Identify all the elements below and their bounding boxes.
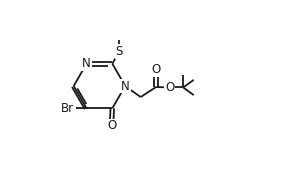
Text: Br: Br	[61, 102, 74, 115]
Text: N: N	[121, 79, 130, 93]
Text: S: S	[116, 45, 123, 58]
Text: O: O	[107, 120, 116, 132]
Text: N: N	[82, 57, 91, 70]
Text: O: O	[152, 63, 161, 77]
Text: O: O	[165, 81, 174, 94]
